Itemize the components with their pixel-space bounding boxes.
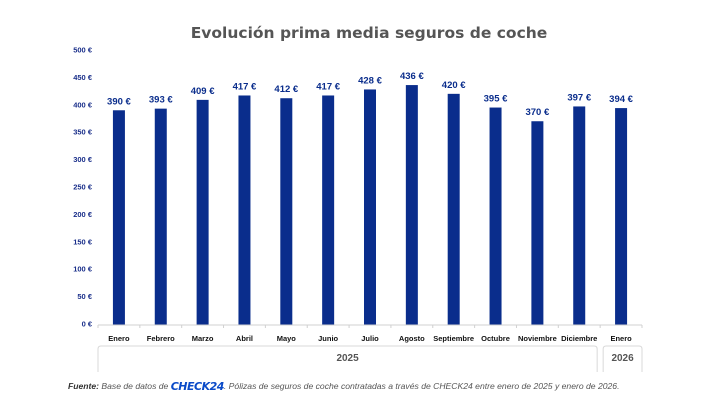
x-tick-label: Junio xyxy=(318,334,338,343)
y-tick-label: 250 € xyxy=(73,183,93,192)
y-tick-label: 400 € xyxy=(73,100,93,109)
data-label: 420 € xyxy=(442,80,466,91)
x-tick-label: Mayo xyxy=(277,334,297,343)
data-label: 395 € xyxy=(484,94,508,105)
bar xyxy=(531,121,544,326)
group-label: 2026 xyxy=(611,353,634,364)
bar xyxy=(322,95,335,325)
y-tick-label: 150 € xyxy=(73,237,93,246)
y-tick-label: 50 € xyxy=(77,292,92,301)
source-text-2: . Pólizas de seguros de coche contratada… xyxy=(223,381,620,391)
check24-logo: CHECK24 xyxy=(170,380,225,393)
y-tick-label: 200 € xyxy=(73,210,93,219)
data-label: 393 € xyxy=(149,95,173,106)
y-tick-label: 0 € xyxy=(82,320,93,329)
data-label: 409 € xyxy=(191,86,215,97)
data-label: 428 € xyxy=(358,75,382,86)
data-label: 390 € xyxy=(107,96,131,107)
bar xyxy=(615,108,628,325)
y-tick-label: 500 € xyxy=(73,46,93,55)
y-tick-label: 450 € xyxy=(73,73,93,82)
source-note: Fuente: Base de datos de CHECK24. Póliza… xyxy=(68,380,619,393)
group-label: 2025 xyxy=(336,353,359,364)
x-axis: Enero Febrero Marzo Abril Mayo Junio Julio Agos… xyxy=(97,324,643,343)
x-tick-label: Octubre xyxy=(481,334,510,343)
x-tick-label: Noviembre xyxy=(518,334,557,343)
y-tick-label: 350 € xyxy=(73,128,93,137)
bar xyxy=(196,99,209,325)
data-label: 417 € xyxy=(233,81,257,92)
chart-title: Evolución prima media seguros de coche xyxy=(191,24,548,42)
data-label: 417 € xyxy=(316,81,340,92)
bar xyxy=(280,98,293,325)
group-bracket xyxy=(602,345,643,372)
bar xyxy=(112,110,125,325)
x-tick-label: Abril xyxy=(236,334,253,343)
y-axis: 0 € 50 € 100 € 150 € 200 € 250 € 300 € 350 € 400… xyxy=(73,46,93,329)
data-label: 370 € xyxy=(525,107,549,118)
bar xyxy=(154,108,167,325)
bars xyxy=(112,85,628,326)
x-tick-label: Enero xyxy=(108,334,130,343)
x-tick-label: Julio xyxy=(361,334,379,343)
bar xyxy=(405,85,418,326)
bar xyxy=(573,106,586,325)
data-label: 397 € xyxy=(567,92,591,103)
data-label: 394 € xyxy=(609,94,633,105)
data-label: 412 € xyxy=(274,84,298,95)
x-tick-label: Diciembre xyxy=(561,334,597,343)
y-tick-label: 100 € xyxy=(73,265,93,274)
x-tick-label: Septiembre xyxy=(433,334,474,343)
bar xyxy=(364,89,376,326)
bar xyxy=(447,93,460,325)
group-bracket xyxy=(97,345,598,372)
x-axis-groups: 2025 2026 xyxy=(97,345,643,372)
x-tick-label: Marzo xyxy=(192,334,214,343)
y-tick-label: 300 € xyxy=(73,155,93,164)
x-tick-label: Enero xyxy=(610,334,632,343)
source-label: Fuente: xyxy=(68,381,100,391)
x-tick-label: Febrero xyxy=(147,334,175,343)
bar xyxy=(489,107,502,325)
source-text-1: Base de datos de xyxy=(99,381,171,391)
data-labels: 390 € 393 € 409 € 417 € 412 € 417 € 428 € 436 €… xyxy=(107,71,634,118)
bar xyxy=(238,95,251,325)
data-label: 436 € xyxy=(400,71,424,82)
x-tick-label: Agosto xyxy=(399,334,425,343)
